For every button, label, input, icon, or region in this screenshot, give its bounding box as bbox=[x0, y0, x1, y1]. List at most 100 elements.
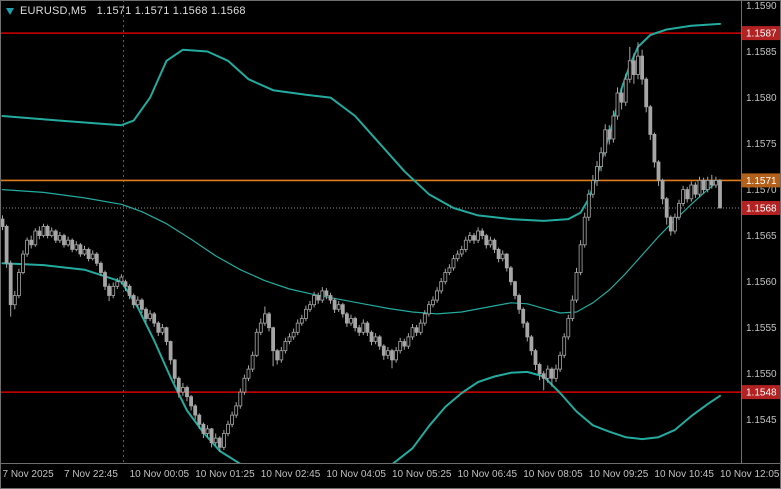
candle-body bbox=[336, 304, 341, 310]
candle-body bbox=[615, 92, 620, 117]
price-axis[interactable]: 1.1590 1.1585 1.1580 1.1575 1.1570 1.1565 1.15… bbox=[746, 1, 777, 426]
candle-body bbox=[353, 318, 358, 329]
candle-body bbox=[373, 336, 378, 342]
candle-body bbox=[570, 299, 575, 319]
candle-body bbox=[591, 179, 595, 195]
candle-body bbox=[357, 327, 362, 333]
candle-body bbox=[414, 327, 419, 333]
price-tick-label: 1.1550 bbox=[746, 369, 777, 380]
candle-body bbox=[677, 202, 681, 218]
candle-body bbox=[127, 285, 132, 296]
price-tag-box bbox=[742, 201, 780, 215]
time-tick-label: 10 Nov 09:25 bbox=[589, 469, 649, 480]
candle-body bbox=[172, 359, 177, 379]
time-axis[interactable]: 7 Nov 2025 7 Nov 22:45 10 Nov 00:05 10 Nov … bbox=[3, 469, 780, 480]
candle-body bbox=[398, 341, 403, 352]
candle-body bbox=[283, 341, 288, 352]
candle-body bbox=[123, 281, 128, 287]
candle-body bbox=[517, 295, 521, 310]
candle-body bbox=[234, 405, 239, 416]
candle-body bbox=[21, 253, 25, 273]
chart-ohlc-label: 1.1571 1.1571 1.1568 1.1568 bbox=[96, 5, 246, 17]
candle-body bbox=[156, 322, 161, 333]
candle-body bbox=[291, 331, 296, 338]
candle-body bbox=[103, 272, 107, 287]
candle-body bbox=[94, 253, 99, 264]
candle-body bbox=[418, 322, 423, 333]
candle-body bbox=[492, 239, 497, 250]
candle-body bbox=[213, 437, 218, 444]
candle-body bbox=[369, 331, 374, 342]
candle-body bbox=[476, 230, 481, 241]
candle-body bbox=[599, 152, 603, 168]
candle-body bbox=[390, 350, 394, 361]
candle-body bbox=[709, 179, 714, 186]
candle-body bbox=[12, 295, 17, 306]
candle-body bbox=[111, 285, 116, 296]
candle-body bbox=[217, 437, 222, 448]
candle-body bbox=[508, 267, 513, 283]
candle-body bbox=[180, 387, 185, 393]
candle-body bbox=[37, 230, 42, 236]
time-tick-label: 10 Nov 04:05 bbox=[326, 469, 386, 480]
candle-body bbox=[119, 276, 124, 283]
candle-body bbox=[648, 106, 653, 135]
candle-body bbox=[529, 336, 534, 352]
candle-body bbox=[320, 290, 325, 301]
candle-body bbox=[33, 230, 38, 246]
candle-body bbox=[640, 55, 644, 80]
candle-body bbox=[25, 239, 30, 255]
candle-body bbox=[344, 313, 349, 324]
candle-body bbox=[562, 336, 567, 356]
candle-body bbox=[152, 313, 157, 324]
candle-body bbox=[308, 304, 312, 310]
candle-body bbox=[139, 299, 144, 310]
candle-body bbox=[221, 433, 226, 448]
price-tick-label: 1.1575 bbox=[746, 139, 777, 150]
candle-body bbox=[455, 253, 460, 260]
candle-body bbox=[652, 133, 657, 163]
candle-body bbox=[328, 295, 333, 301]
time-tick-label: 10 Nov 10:45 bbox=[654, 469, 714, 480]
candle-body bbox=[525, 322, 530, 338]
candle-body bbox=[558, 354, 562, 370]
candle-body bbox=[365, 322, 370, 333]
price-tag-1.1587: 1.1587 bbox=[742, 26, 780, 41]
candle-body bbox=[197, 414, 202, 425]
candle-body bbox=[205, 428, 210, 434]
price-tag-box bbox=[742, 173, 780, 188]
price-tick-label: 1.1545 bbox=[746, 415, 777, 426]
candle-body bbox=[603, 129, 608, 154]
candle-body bbox=[316, 295, 321, 301]
candle-body bbox=[74, 244, 79, 250]
candle-body bbox=[340, 304, 345, 315]
candle-body bbox=[467, 235, 472, 241]
candle-body bbox=[582, 216, 587, 246]
candle-body bbox=[29, 239, 34, 246]
candle-body bbox=[287, 336, 292, 342]
candle-body bbox=[176, 377, 181, 393]
candle-body bbox=[78, 244, 83, 255]
candle-body bbox=[578, 244, 583, 273]
candle-body bbox=[431, 299, 435, 306]
chart-title: EURUSD,M5 1.1571 1.1571 1.1568 1.1568 bbox=[6, 5, 246, 17]
price-tag-box bbox=[742, 26, 780, 41]
price-tag-value: 1.1587 bbox=[746, 29, 777, 40]
price-tick-label: 1.1565 bbox=[746, 231, 777, 242]
price-tag-1.1568: 1.1568 bbox=[742, 201, 780, 215]
candle-body bbox=[607, 129, 612, 140]
candle-body bbox=[533, 350, 538, 365]
candle-body bbox=[295, 322, 300, 333]
candle-body bbox=[644, 78, 649, 108]
candle-body bbox=[697, 179, 702, 195]
candle-body bbox=[545, 368, 550, 379]
candle-body bbox=[714, 179, 718, 186]
candle-body bbox=[332, 299, 337, 310]
candle-body bbox=[385, 350, 390, 356]
candle-body bbox=[144, 308, 148, 319]
time-tick-label: 10 Nov 08:05 bbox=[523, 469, 583, 480]
candle-body bbox=[660, 179, 665, 200]
candle-body bbox=[349, 318, 353, 324]
time-tick-label: 10 Nov 06:45 bbox=[458, 469, 518, 480]
